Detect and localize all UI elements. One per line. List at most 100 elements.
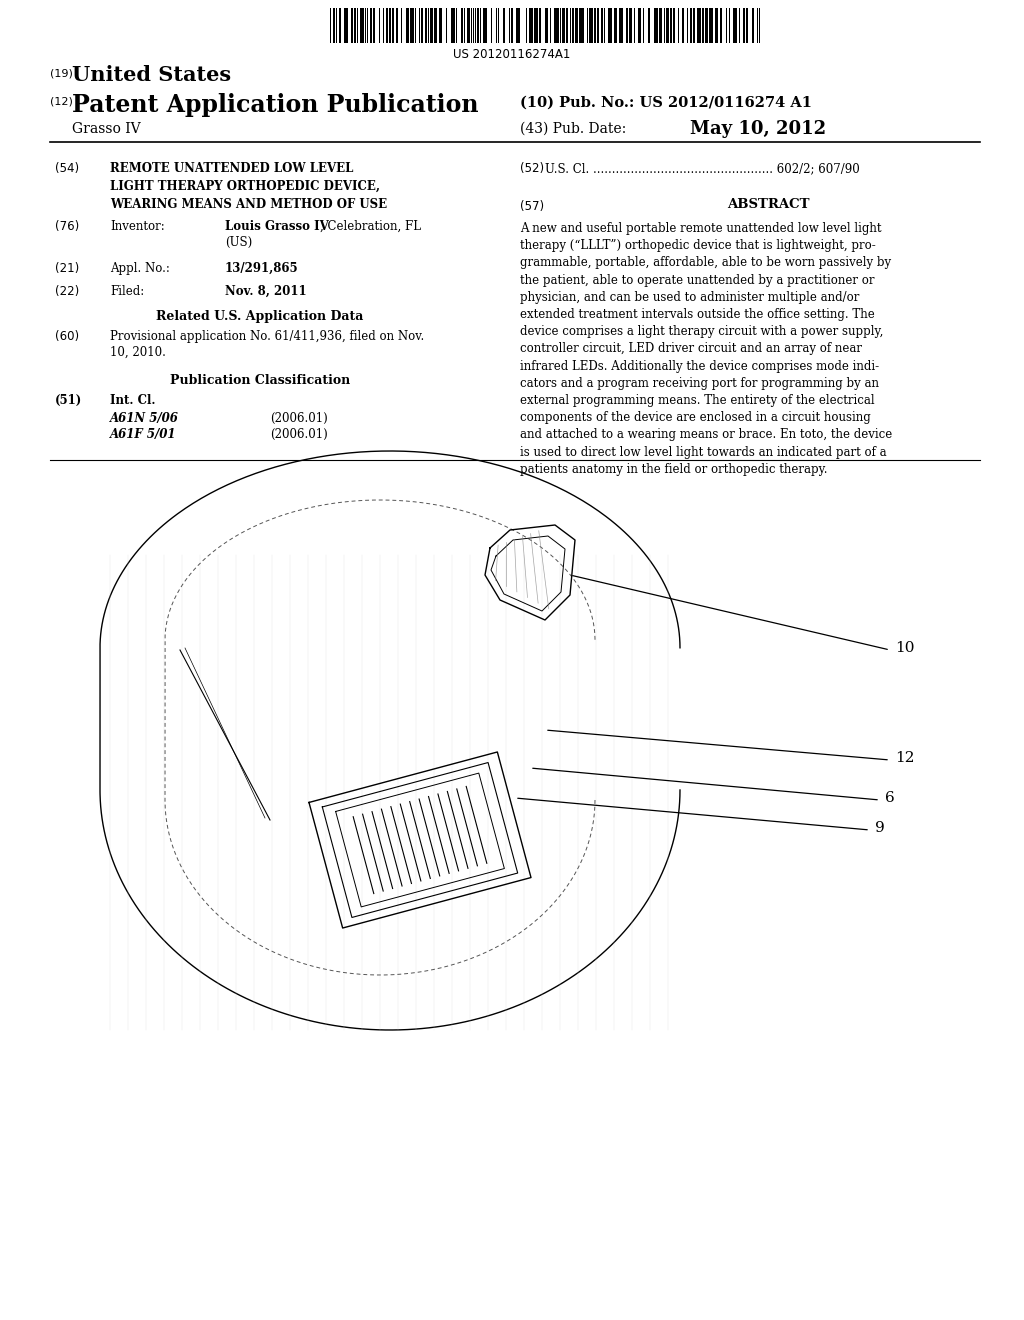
Text: Appl. No.:: Appl. No.: xyxy=(110,261,170,275)
Bar xyxy=(601,8,603,44)
Bar xyxy=(594,8,596,44)
Bar xyxy=(359,8,364,44)
Bar xyxy=(570,8,571,44)
Bar xyxy=(562,8,564,44)
Bar xyxy=(757,8,758,44)
Bar xyxy=(389,8,390,44)
Text: extended treatment intervals outside the office setting. The: extended treatment intervals outside the… xyxy=(520,308,874,321)
Bar xyxy=(379,8,380,44)
Bar xyxy=(720,8,722,44)
Text: Grasso IV: Grasso IV xyxy=(72,121,140,136)
Text: United States: United States xyxy=(72,65,231,84)
Text: WEARING MEANS AND METHOD OF USE: WEARING MEANS AND METHOD OF USE xyxy=(110,198,387,211)
Bar xyxy=(445,8,446,44)
Bar xyxy=(475,8,476,44)
Text: therapy (“LLLT”) orthopedic device that is lightweight, pro-: therapy (“LLLT”) orthopedic device that … xyxy=(520,239,876,252)
Bar xyxy=(373,8,375,44)
Bar xyxy=(386,8,387,44)
Bar xyxy=(477,8,479,44)
Bar xyxy=(415,8,417,44)
Bar xyxy=(392,8,393,44)
Bar xyxy=(745,8,749,44)
Bar xyxy=(367,8,369,44)
Text: U.S. Cl. ................................................ 602/2; 607/90: U.S. Cl. ...............................… xyxy=(545,162,860,176)
Bar xyxy=(739,8,740,44)
Text: physician, and can be used to administer multiple and/or: physician, and can be used to administer… xyxy=(520,290,859,304)
Text: May 10, 2012: May 10, 2012 xyxy=(690,120,826,139)
Text: A new and useful portable remote unattended low level light: A new and useful portable remote unatten… xyxy=(520,222,882,235)
Text: grammable, portable, affordable, able to be worn passively by: grammable, portable, affordable, able to… xyxy=(520,256,891,269)
Bar xyxy=(545,8,548,44)
Text: 6: 6 xyxy=(885,791,895,805)
Text: (54): (54) xyxy=(55,162,79,176)
Text: Louis Grasso IV: Louis Grasso IV xyxy=(225,220,329,234)
Bar xyxy=(626,8,628,44)
Bar xyxy=(370,8,372,44)
Bar xyxy=(654,8,657,44)
Bar xyxy=(554,8,556,44)
Bar xyxy=(339,8,341,44)
Text: components of the device are enclosed in a circuit housing: components of the device are enclosed in… xyxy=(520,412,870,424)
Bar xyxy=(434,8,436,44)
Text: , Celebration, FL: , Celebration, FL xyxy=(319,220,421,234)
Bar xyxy=(604,8,605,44)
Bar xyxy=(419,8,420,44)
Bar xyxy=(702,8,703,44)
Text: is used to direct low level light towards an indicated part of a: is used to direct low level light toward… xyxy=(520,446,887,458)
Bar xyxy=(658,8,663,44)
Bar xyxy=(503,8,505,44)
Text: external programming means. The entirety of the electrical: external programming means. The entirety… xyxy=(520,393,874,407)
Bar xyxy=(572,8,574,44)
Bar xyxy=(439,8,441,44)
Text: cators and a program receiving port for programming by an: cators and a program receiving port for … xyxy=(520,376,879,389)
Text: (52): (52) xyxy=(520,162,544,176)
Text: A61N 5/06: A61N 5/06 xyxy=(110,412,179,425)
Bar xyxy=(613,8,617,44)
Bar xyxy=(715,8,717,44)
Bar xyxy=(468,8,470,44)
Text: (57): (57) xyxy=(520,201,544,213)
Text: REMOTE UNATTENDED LOW LEVEL: REMOTE UNATTENDED LOW LEVEL xyxy=(110,162,353,176)
Bar xyxy=(733,8,737,44)
Text: infrared LEDs. Additionally the device comprises mode indi-: infrared LEDs. Additionally the device c… xyxy=(520,359,880,372)
Text: (12): (12) xyxy=(50,96,73,106)
Bar xyxy=(697,8,700,44)
Bar xyxy=(528,8,532,44)
Bar xyxy=(483,8,486,44)
Bar xyxy=(638,8,641,44)
Text: (2006.01): (2006.01) xyxy=(270,428,328,441)
Bar xyxy=(581,8,585,44)
Bar xyxy=(682,8,684,44)
Text: Provisional application No. 61/411,936, filed on Nov.: Provisional application No. 61/411,936, … xyxy=(110,330,424,343)
Bar xyxy=(566,8,567,44)
Text: (43) Pub. Date:: (43) Pub. Date: xyxy=(520,121,627,136)
Text: (22): (22) xyxy=(55,285,79,298)
Text: Nov. 8, 2011: Nov. 8, 2011 xyxy=(225,285,306,298)
Bar xyxy=(351,8,353,44)
Text: 10: 10 xyxy=(895,642,914,655)
Text: 12: 12 xyxy=(895,751,914,766)
Text: Inventor:: Inventor: xyxy=(110,220,165,234)
Bar xyxy=(620,8,623,44)
Text: controller circuit, LED driver circuit and an array of near: controller circuit, LED driver circuit a… xyxy=(520,342,862,355)
Bar xyxy=(396,8,398,44)
Bar xyxy=(471,8,472,44)
Bar xyxy=(753,8,754,44)
Text: US 20120116274A1: US 20120116274A1 xyxy=(454,48,570,61)
Text: (19): (19) xyxy=(50,69,73,78)
Text: (51): (51) xyxy=(55,393,82,407)
Bar xyxy=(597,8,599,44)
Text: ABSTRACT: ABSTRACT xyxy=(727,198,809,211)
Text: (US): (US) xyxy=(225,236,252,249)
Text: and attached to a wearing means or brace. En toto, the device: and attached to a wearing means or brace… xyxy=(520,429,892,441)
Bar xyxy=(425,8,427,44)
Bar xyxy=(456,8,457,44)
Bar xyxy=(692,8,695,44)
Bar xyxy=(490,8,492,44)
Bar xyxy=(630,8,632,44)
Bar xyxy=(354,8,355,44)
Bar xyxy=(608,8,611,44)
Text: Publication Classification: Publication Classification xyxy=(170,374,350,387)
Text: 10, 2010.: 10, 2010. xyxy=(110,346,166,359)
Bar xyxy=(344,8,347,44)
